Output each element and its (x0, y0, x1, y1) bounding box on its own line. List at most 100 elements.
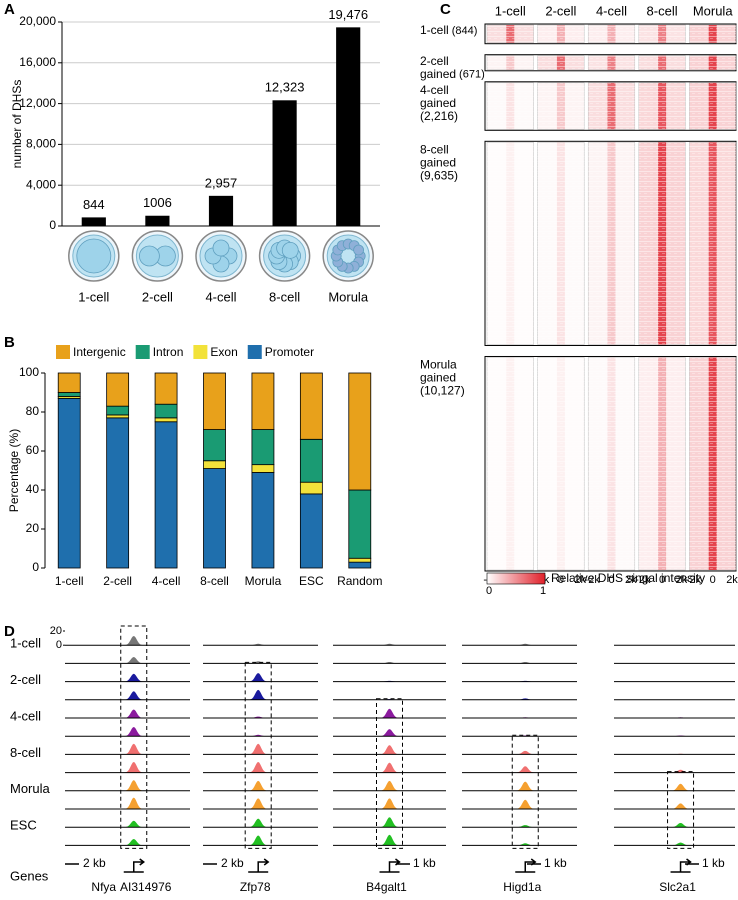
bar-segment (57, 397, 81, 569)
peak (670, 803, 691, 809)
row-label: gained (420, 155, 456, 169)
gene-name: AI314976 (120, 880, 172, 894)
track-label: 8-cell (10, 745, 41, 760)
peak (379, 762, 400, 773)
peak (515, 781, 536, 791)
colorbar-tick: 0 (486, 585, 492, 597)
gene-name: B4galt1 (366, 880, 407, 894)
cell-texture (638, 357, 686, 570)
row-count: (2,216) (420, 109, 458, 123)
blastomere (76, 238, 112, 274)
cell-texture (487, 25, 534, 43)
scale-label: 1 kb (702, 856, 725, 870)
y-tick-label: 4,000 (26, 177, 56, 191)
highlight-box (667, 771, 695, 849)
scale-label: 1 kb (413, 856, 436, 870)
row-count: (9,635) (420, 168, 458, 182)
column-label: Morula (693, 3, 734, 18)
track-label: 4-cell (10, 708, 41, 723)
peak (379, 729, 400, 737)
peak (248, 743, 269, 755)
peak (515, 825, 536, 828)
value-label: 19,476 (328, 7, 368, 22)
bar-segment (106, 372, 130, 407)
cell-texture (689, 142, 736, 345)
cell-texture (537, 25, 585, 43)
gene-arrow (679, 858, 692, 872)
gene-arrow (388, 858, 401, 872)
x-tick-label: ESC (299, 574, 324, 588)
highlight-box (376, 698, 403, 849)
cell-texture (638, 25, 686, 43)
bar-segment (251, 429, 275, 466)
legend-swatch (56, 345, 70, 359)
peak (379, 708, 400, 718)
bar-segment (106, 417, 130, 569)
peak (248, 734, 269, 737)
peak (670, 769, 691, 773)
bar (336, 27, 361, 226)
x-tick-label: 2k (574, 574, 586, 586)
peak (515, 698, 536, 700)
bar-segment (251, 372, 275, 430)
colorbar-tick: 1 (540, 585, 546, 597)
value-label: 1006 (143, 195, 172, 210)
gene-name: Higd1a (503, 880, 541, 894)
y-tick-label: 8,000 (26, 137, 56, 151)
blastomere (212, 239, 230, 257)
peak (670, 783, 691, 791)
cell-texture (537, 55, 585, 70)
peak (379, 798, 400, 809)
column-label: 4-cell (596, 3, 627, 18)
blastomere (281, 241, 299, 259)
cell-texture (689, 55, 736, 70)
row-label: 1-cell (420, 23, 449, 37)
peak (379, 661, 400, 664)
bar-segment (299, 481, 323, 495)
cell-texture (588, 82, 635, 130)
peak (515, 843, 536, 846)
peak (123, 797, 144, 809)
cell-texture (487, 142, 534, 345)
row-count: (10,127) (420, 384, 465, 398)
x-tick-label: -2k (635, 574, 651, 586)
peak (123, 635, 144, 646)
bar-segment (57, 372, 81, 393)
column-label: 8-cell (647, 3, 678, 18)
y-tick-label: 0 (56, 639, 62, 651)
bar (145, 215, 170, 226)
row-label: 4-cell (420, 83, 449, 97)
cell-texture (537, 142, 585, 345)
panel-label: C (440, 1, 451, 18)
cell-texture (537, 82, 585, 130)
peak (379, 643, 400, 646)
cell-texture (689, 357, 736, 570)
cell-texture (588, 357, 635, 570)
row-label: 2-cell (420, 54, 449, 68)
y-axis-label: Percentage (%) (7, 429, 21, 512)
peak (515, 643, 536, 646)
bar (208, 195, 234, 226)
peak (515, 661, 536, 664)
track-label: 2-cell (10, 672, 41, 687)
cell-texture (588, 142, 635, 345)
peak (248, 673, 269, 682)
x-tick-label: 8-cell (200, 574, 229, 588)
colorbar-label: Relative DHS singal intensity (551, 571, 705, 585)
y-tick-label: 40 (26, 482, 40, 496)
bar-segment (154, 417, 178, 423)
bar-segment (348, 557, 372, 563)
peak (123, 839, 144, 846)
cell-texture (537, 357, 585, 570)
blastomere (353, 244, 364, 256)
peak (248, 835, 269, 846)
bar-segment (299, 493, 323, 569)
bar-segment (299, 372, 323, 440)
x-tick-label: 2-cell (142, 289, 173, 304)
gene-arrow (524, 858, 537, 872)
bar-segment (203, 429, 226, 462)
peak (379, 817, 400, 828)
bar-segment (106, 405, 130, 416)
legend-label: Exon (210, 345, 237, 359)
row-label: Morula (420, 358, 457, 372)
